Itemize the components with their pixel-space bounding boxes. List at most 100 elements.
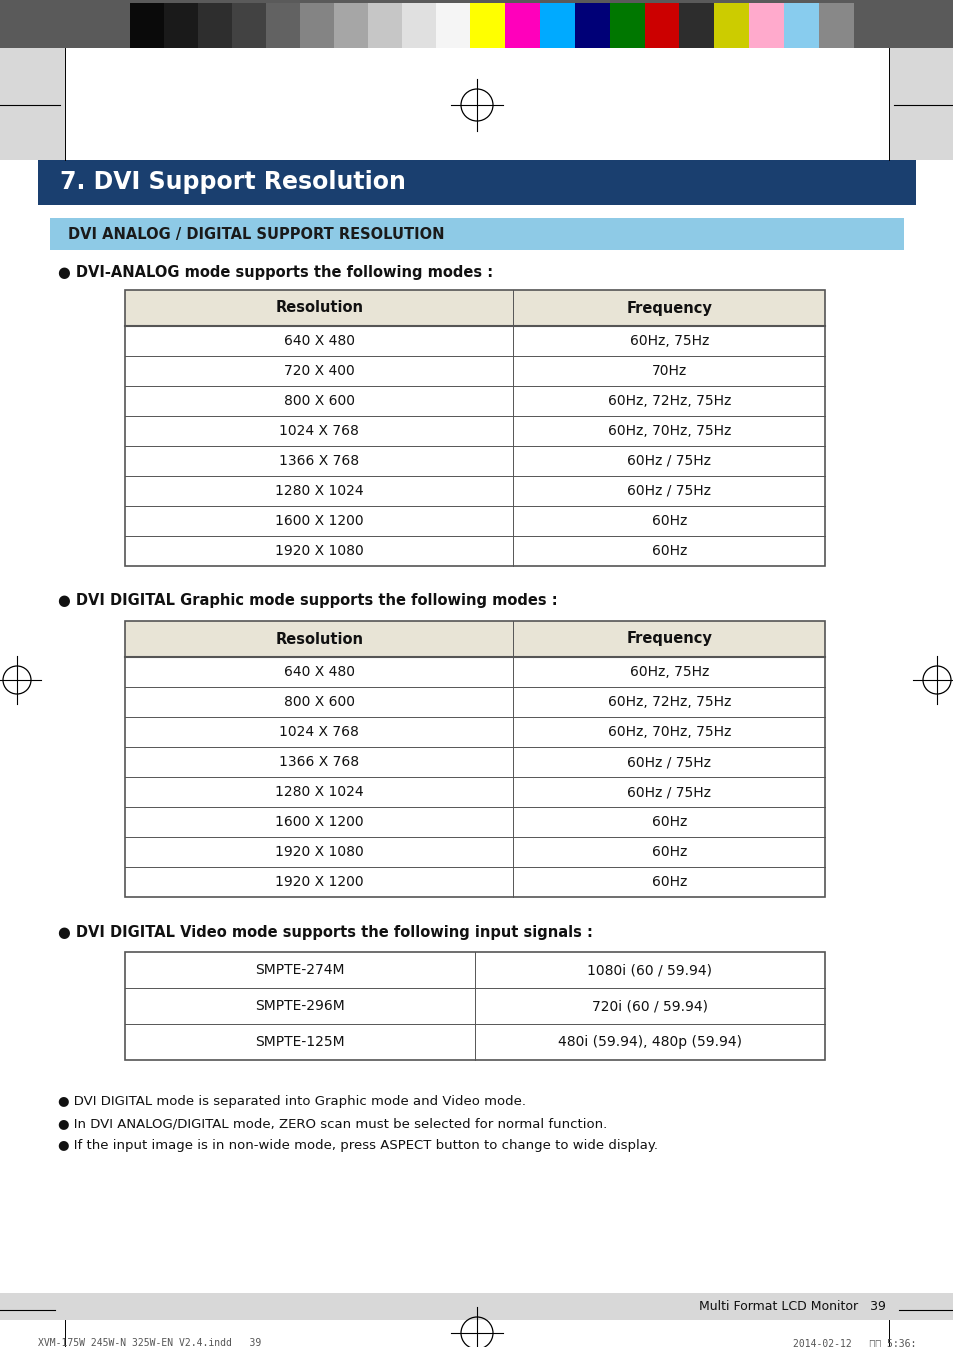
Text: 60Hz / 75Hz: 60Hz / 75Hz xyxy=(626,756,711,769)
Bar xyxy=(0,48,953,160)
Bar xyxy=(574,3,609,48)
Bar xyxy=(125,717,824,748)
Bar xyxy=(0,1293,953,1320)
Bar xyxy=(164,3,198,48)
Text: 1080i (60 / 59.94): 1080i (60 / 59.94) xyxy=(587,963,712,977)
Bar xyxy=(679,3,714,48)
Text: 60Hz, 72Hz, 75Hz: 60Hz, 72Hz, 75Hz xyxy=(607,395,730,408)
Bar xyxy=(125,387,824,416)
Bar xyxy=(368,3,401,48)
Bar xyxy=(125,1024,824,1060)
Bar xyxy=(504,3,539,48)
Text: 1920 X 1080: 1920 X 1080 xyxy=(274,845,363,859)
Text: 1920 X 1080: 1920 X 1080 xyxy=(274,544,363,558)
Text: 1280 X 1024: 1280 X 1024 xyxy=(274,484,363,498)
Text: 60Hz / 75Hz: 60Hz / 75Hz xyxy=(626,785,711,799)
Bar xyxy=(125,416,824,446)
Text: DVI ANALOG / DIGITAL SUPPORT RESOLUTION: DVI ANALOG / DIGITAL SUPPORT RESOLUTION xyxy=(68,226,444,241)
Text: 1920 X 1200: 1920 X 1200 xyxy=(274,876,363,889)
Text: 70Hz: 70Hz xyxy=(651,364,686,379)
Bar xyxy=(539,3,574,48)
Bar xyxy=(644,3,679,48)
Text: 60Hz: 60Hz xyxy=(651,815,686,828)
Bar xyxy=(125,356,824,387)
Text: 640 X 480: 640 X 480 xyxy=(283,665,355,679)
Bar xyxy=(819,3,853,48)
Text: Resolution: Resolution xyxy=(275,632,363,647)
Text: 60Hz: 60Hz xyxy=(651,515,686,528)
Text: 1366 X 768: 1366 X 768 xyxy=(279,756,359,769)
Bar xyxy=(198,3,232,48)
Text: SMPTE-274M: SMPTE-274M xyxy=(255,963,344,977)
Text: 60Hz: 60Hz xyxy=(651,876,686,889)
Text: Frequency: Frequency xyxy=(626,632,712,647)
Bar xyxy=(436,3,470,48)
Text: 60Hz: 60Hz xyxy=(651,544,686,558)
Bar xyxy=(125,446,824,475)
Bar xyxy=(125,290,824,326)
Bar xyxy=(125,621,824,897)
Text: ● DVI DIGITAL Video mode supports the following input signals :: ● DVI DIGITAL Video mode supports the fo… xyxy=(58,924,592,939)
Bar xyxy=(714,3,748,48)
Text: SMPTE-296M: SMPTE-296M xyxy=(254,999,345,1013)
Bar xyxy=(125,687,824,717)
Bar xyxy=(266,3,299,48)
Bar xyxy=(232,3,266,48)
Text: XVM-175W_245W-N_325W-EN_V2.4.indd   39: XVM-175W_245W-N_325W-EN_V2.4.indd 39 xyxy=(38,1338,261,1347)
Text: 800 X 600: 800 X 600 xyxy=(283,395,355,408)
Text: 1366 X 768: 1366 X 768 xyxy=(279,454,359,467)
Bar xyxy=(125,807,824,836)
Text: 60Hz, 72Hz, 75Hz: 60Hz, 72Hz, 75Hz xyxy=(607,695,730,709)
Bar xyxy=(125,748,824,777)
Bar xyxy=(125,621,824,657)
Text: 60Hz: 60Hz xyxy=(651,845,686,859)
Bar xyxy=(0,0,953,48)
Text: SMPTE-125M: SMPTE-125M xyxy=(254,1034,344,1049)
Text: 1024 X 768: 1024 X 768 xyxy=(279,424,359,438)
Bar xyxy=(50,218,903,251)
Bar xyxy=(125,326,824,356)
Text: ● DVI DIGITAL Graphic mode supports the following modes :: ● DVI DIGITAL Graphic mode supports the … xyxy=(58,594,558,609)
Bar xyxy=(125,475,824,506)
Text: 1600 X 1200: 1600 X 1200 xyxy=(274,815,363,828)
Bar xyxy=(401,3,436,48)
Text: 60Hz / 75Hz: 60Hz / 75Hz xyxy=(626,484,711,498)
Bar xyxy=(125,836,824,867)
Bar xyxy=(125,867,824,897)
Text: Resolution: Resolution xyxy=(275,300,363,315)
Text: 1024 X 768: 1024 X 768 xyxy=(279,725,359,740)
Bar xyxy=(125,952,824,1060)
Text: ● If the input image is in non-wide mode, press ASPECT button to change to wide : ● If the input image is in non-wide mode… xyxy=(58,1140,658,1153)
Text: 1600 X 1200: 1600 X 1200 xyxy=(274,515,363,528)
Bar xyxy=(125,506,824,536)
Text: 800 X 600: 800 X 600 xyxy=(283,695,355,709)
Bar xyxy=(783,3,819,48)
Text: Frequency: Frequency xyxy=(626,300,712,315)
Bar xyxy=(0,48,953,160)
Text: 720 X 400: 720 X 400 xyxy=(284,364,355,379)
Text: 60Hz / 75Hz: 60Hz / 75Hz xyxy=(626,454,711,467)
Bar xyxy=(125,290,824,566)
Text: 1280 X 1024: 1280 X 1024 xyxy=(274,785,363,799)
Text: ● DVI-ANALOG mode supports the following modes :: ● DVI-ANALOG mode supports the following… xyxy=(58,264,493,279)
Bar xyxy=(38,160,915,205)
Bar xyxy=(130,3,164,48)
Bar xyxy=(125,987,824,1024)
Bar xyxy=(299,3,334,48)
Text: 60Hz, 70Hz, 75Hz: 60Hz, 70Hz, 75Hz xyxy=(607,424,730,438)
Text: 480i (59.94), 480p (59.94): 480i (59.94), 480p (59.94) xyxy=(558,1034,741,1049)
Text: 2014-02-12   오후 5:36:: 2014-02-12 오후 5:36: xyxy=(792,1338,915,1347)
Text: 720i (60 / 59.94): 720i (60 / 59.94) xyxy=(592,999,707,1013)
Text: ● In DVI ANALOG/DIGITAL mode, ZERO scan must be selected for normal function.: ● In DVI ANALOG/DIGITAL mode, ZERO scan … xyxy=(58,1118,607,1130)
Text: 640 X 480: 640 X 480 xyxy=(283,334,355,348)
Text: 60Hz, 70Hz, 75Hz: 60Hz, 70Hz, 75Hz xyxy=(607,725,730,740)
Text: Multi Format LCD Monitor   39: Multi Format LCD Monitor 39 xyxy=(699,1300,885,1313)
Text: 60Hz, 75Hz: 60Hz, 75Hz xyxy=(629,334,708,348)
Text: ● DVI DIGITAL mode is separated into Graphic mode and Video mode.: ● DVI DIGITAL mode is separated into Gra… xyxy=(58,1095,525,1109)
Bar xyxy=(125,777,824,807)
Bar xyxy=(748,3,783,48)
Bar xyxy=(609,3,644,48)
Bar xyxy=(65,48,888,160)
Text: 60Hz, 75Hz: 60Hz, 75Hz xyxy=(629,665,708,679)
Bar xyxy=(125,952,824,987)
